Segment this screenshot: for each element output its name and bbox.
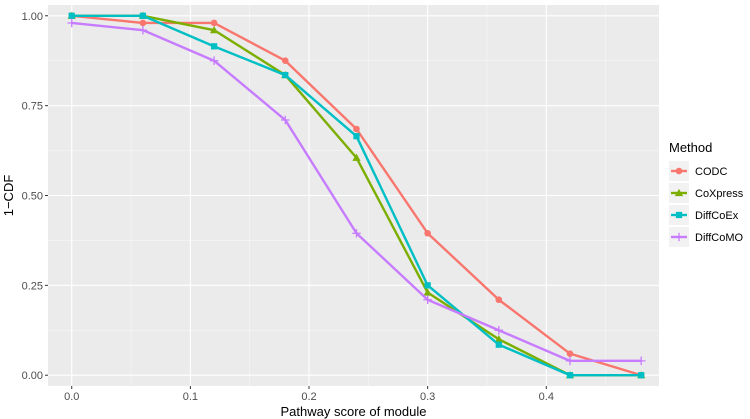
data-point-diffcomo — [494, 325, 504, 335]
data-point-diffcoex — [424, 282, 431, 289]
data-point-diffcoex — [282, 71, 289, 79]
y-tick-label: 1.00 — [22, 11, 43, 23]
y-tick-label: 0.25 — [22, 280, 43, 292]
data-point-diffcoex — [566, 372, 574, 379]
legend-item-diffcoex: DiffCoEx — [669, 205, 739, 225]
data-point-diffcomo — [352, 228, 361, 238]
legend-label: CoXpress — [695, 188, 744, 200]
x-tick-label: 0.4 — [539, 391, 554, 403]
series-layer — [67, 11, 646, 379]
legend-label: DiffCoMO — [695, 232, 744, 244]
y-tick-label: 0.75 — [22, 101, 43, 113]
x-tick-label: 0.2 — [301, 391, 316, 403]
legend: Method CODC CoXpress DiffCoEx DiffCoMO — [669, 140, 744, 247]
data-point-diffcoex — [139, 12, 147, 19]
data-point-diffcomo — [423, 295, 432, 305]
data-point-diffcoex — [210, 43, 218, 50]
data-point-diffcomo — [636, 356, 646, 366]
legend-label: CODC — [695, 166, 727, 178]
legend-title: Method — [669, 140, 712, 155]
legend-label: DiffCoEx — [695, 210, 739, 222]
data-point-coxpress — [423, 288, 432, 296]
data-point-diffcoex — [353, 133, 360, 140]
y-axis-title: 1−CDF — [1, 175, 16, 217]
x-axis-title: Pathway score of module — [281, 404, 427, 419]
data-point-diffcoex — [638, 372, 645, 379]
data-point-codc — [495, 296, 503, 304]
y-tick-label: 0.00 — [22, 370, 43, 382]
data-point-diffcoex — [68, 12, 75, 19]
data-point-codc — [566, 350, 574, 357]
legend-marker — [674, 232, 684, 242]
series-diffcoex — [68, 12, 645, 379]
data-point-diffcomo — [138, 25, 148, 35]
legend-item-coxpress: CoXpress — [669, 183, 744, 203]
data-point-codc — [139, 19, 147, 27]
data-point-diffcomo — [67, 18, 77, 28]
x-tick-label: 0.3 — [420, 391, 435, 403]
data-point-diffcomo — [280, 115, 290, 125]
y-tick-label: 0.50 — [22, 191, 43, 203]
data-point-codc — [210, 19, 218, 27]
data-point-coxpress — [494, 335, 503, 343]
axes: 0.0 0.1 0.2 0.3 0.4 0.00 0.25 0.50 0.75 1.00 — [22, 11, 554, 403]
data-point-coxpress — [209, 26, 219, 34]
gridlines — [48, 5, 659, 386]
data-point-diffcomo — [209, 56, 219, 66]
data-point-codc — [424, 229, 431, 237]
data-point-coxpress — [352, 153, 361, 161]
data-point-diffcoex — [495, 341, 502, 348]
legend-marker — [674, 188, 684, 197]
x-tick-label: 0.1 — [183, 391, 198, 403]
x-tick-label: 0.0 — [64, 391, 79, 403]
legend-marker — [675, 211, 683, 219]
data-point-codc — [281, 57, 289, 65]
series-diffcomo — [67, 18, 646, 366]
legend-marker — [675, 167, 683, 175]
legend-item-diffcomo: DiffCoMO — [669, 227, 744, 247]
data-point-diffcomo — [565, 356, 575, 366]
legend-item-codc: CODC — [669, 161, 727, 181]
data-point-codc — [353, 125, 360, 133]
